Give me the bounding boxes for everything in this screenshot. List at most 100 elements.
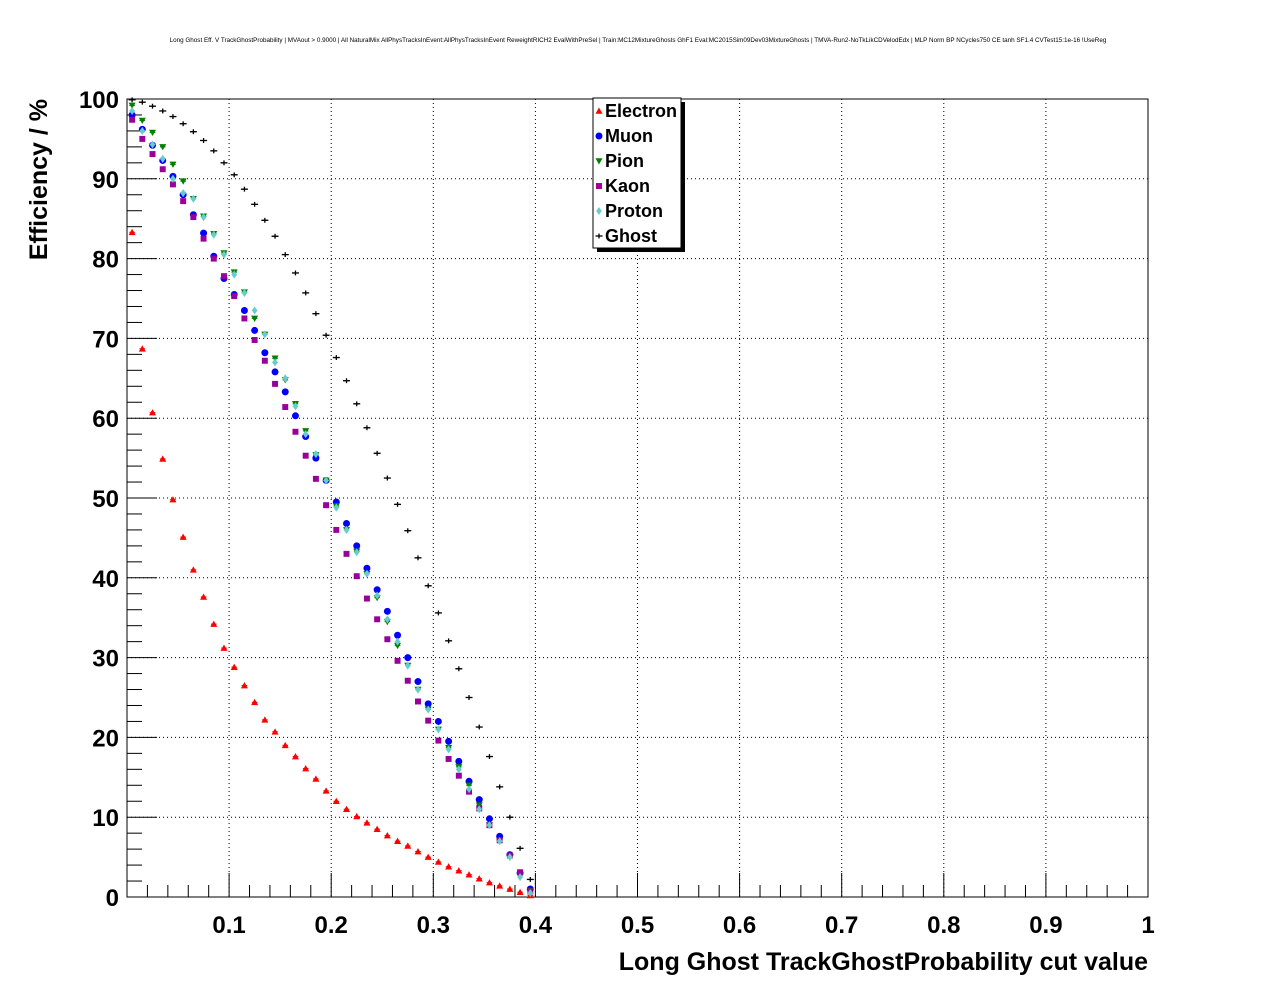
kaon-point bbox=[129, 116, 136, 123]
electron-point bbox=[516, 888, 524, 896]
electron-point-shape bbox=[394, 837, 402, 844]
electron-point-shape bbox=[138, 345, 146, 352]
ghost-point bbox=[302, 290, 310, 296]
pion-point bbox=[159, 144, 167, 151]
ghost-point bbox=[230, 172, 238, 178]
proton-point-shape bbox=[415, 685, 421, 694]
proton-point bbox=[476, 805, 483, 814]
muon-point bbox=[261, 349, 269, 357]
proton-point bbox=[200, 213, 207, 222]
proton-point bbox=[139, 126, 146, 135]
legend-marker-muon-shape bbox=[595, 132, 603, 140]
kaon-point-shape bbox=[261, 357, 268, 364]
electron-point bbox=[465, 871, 473, 878]
proton-point-shape bbox=[231, 270, 238, 279]
y-tick-label: 30 bbox=[92, 646, 119, 673]
electron-point bbox=[363, 819, 371, 826]
x-tick-label: 0.4 bbox=[519, 912, 553, 939]
kaon-point bbox=[415, 698, 421, 705]
pion-point-shape bbox=[159, 144, 167, 151]
ghost-point bbox=[291, 270, 299, 276]
ghost-point bbox=[455, 666, 463, 672]
electron-point bbox=[475, 875, 483, 882]
ghost-point bbox=[424, 583, 432, 589]
kaon-point bbox=[435, 737, 442, 744]
kaon-point-shape bbox=[435, 737, 442, 744]
ghost-point bbox=[496, 784, 504, 790]
electron-point bbox=[373, 825, 381, 832]
electron-point bbox=[240, 682, 248, 689]
kaon-point-shape bbox=[241, 315, 248, 322]
kaon-point-shape bbox=[190, 214, 197, 221]
muon-point bbox=[240, 306, 248, 314]
muon-point bbox=[434, 717, 442, 725]
proton-point bbox=[435, 725, 442, 734]
kaon-point bbox=[363, 595, 370, 602]
proton-point bbox=[129, 106, 135, 115]
electron-point bbox=[281, 741, 289, 749]
proton-point bbox=[527, 888, 534, 898]
muon-point-shape bbox=[475, 796, 483, 804]
muon-point-shape bbox=[281, 388, 289, 396]
pion-point-shape bbox=[251, 315, 259, 322]
proton-point-shape bbox=[404, 661, 411, 670]
pion-point bbox=[251, 315, 259, 322]
electron-point-shape bbox=[475, 875, 483, 882]
x-tick-label: 0.7 bbox=[825, 912, 858, 939]
electron-point-shape bbox=[179, 533, 187, 540]
electron-point-shape bbox=[230, 663, 238, 670]
proton-point-shape bbox=[282, 374, 289, 383]
kaon-point bbox=[425, 717, 432, 724]
y-tick-label: 20 bbox=[92, 725, 119, 752]
kaon-point bbox=[312, 475, 319, 482]
electron-point-shape bbox=[159, 455, 167, 462]
proton-point bbox=[404, 661, 411, 670]
muon-point-shape bbox=[424, 700, 432, 708]
kaon-point bbox=[374, 616, 381, 623]
proton-point-shape bbox=[272, 358, 278, 367]
electron-point bbox=[138, 345, 146, 352]
kaon-point-shape bbox=[363, 595, 370, 602]
electron-point-shape bbox=[516, 888, 524, 896]
proton-point bbox=[394, 637, 401, 646]
electron-point-shape bbox=[496, 882, 504, 889]
proton-point bbox=[507, 853, 513, 862]
muon-point-shape bbox=[353, 542, 361, 550]
kaon-point bbox=[384, 636, 391, 643]
ghost-point bbox=[363, 425, 371, 431]
ghost-point bbox=[353, 401, 361, 407]
muon-point bbox=[404, 654, 412, 662]
proton-point bbox=[272, 358, 278, 367]
kaon-point bbox=[394, 657, 401, 664]
muon-point bbox=[200, 229, 208, 237]
ghost-point bbox=[526, 876, 534, 882]
x-axis-title: Long Ghost TrackGhostProbability cut val… bbox=[619, 948, 1148, 976]
muon-point bbox=[424, 700, 432, 708]
ghost-point bbox=[251, 201, 259, 207]
proton-point-shape bbox=[159, 154, 166, 163]
pion-point bbox=[149, 129, 157, 137]
legend-box bbox=[592, 97, 682, 249]
muon-point-shape bbox=[261, 349, 269, 357]
kaon-point-shape bbox=[343, 550, 350, 557]
kaon-point-shape bbox=[210, 255, 217, 262]
electron-point-shape bbox=[373, 825, 381, 832]
ghost-point bbox=[445, 638, 453, 644]
ghost-point bbox=[414, 555, 422, 561]
series-ghost bbox=[128, 97, 534, 882]
muon-point-shape bbox=[445, 737, 453, 745]
ghost-point bbox=[240, 186, 248, 192]
kaon-point-shape bbox=[149, 151, 156, 158]
ghost-point bbox=[159, 108, 167, 114]
proton-point bbox=[313, 450, 319, 459]
proton-point bbox=[262, 330, 268, 339]
proton-point bbox=[221, 250, 227, 259]
proton-point bbox=[445, 745, 452, 754]
y-tick-label: 40 bbox=[92, 566, 119, 593]
kaon-point-shape bbox=[139, 135, 146, 142]
proton-point bbox=[384, 615, 391, 624]
muon-point bbox=[291, 412, 299, 420]
y-tick-label: 10 bbox=[92, 805, 119, 832]
kaon-point bbox=[333, 526, 340, 533]
electron-point bbox=[404, 842, 412, 849]
